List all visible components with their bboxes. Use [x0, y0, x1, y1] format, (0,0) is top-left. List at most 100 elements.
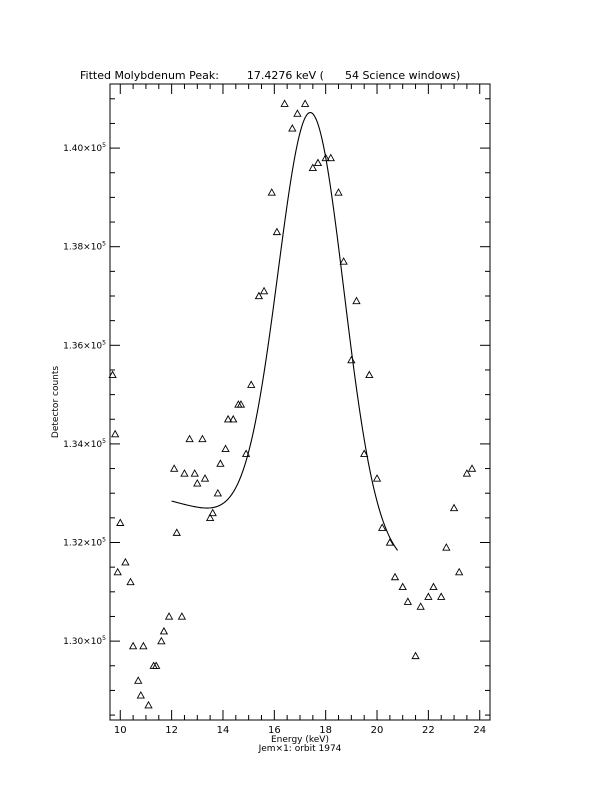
- plot-frame: [109, 83, 491, 721]
- data-point: [164, 612, 174, 620]
- data-point: [313, 158, 323, 167]
- data-point: [411, 651, 420, 660]
- data-point: [200, 474, 210, 482]
- data-point: [326, 153, 335, 162]
- data-point: [339, 257, 348, 265]
- data-point: [308, 163, 318, 171]
- y-tick-mantissa: 1.30×10: [63, 637, 102, 647]
- data-point: [293, 109, 302, 117]
- y-tick-label: 1.40×105: [63, 142, 106, 154]
- chart-title: Fitted Molybdenum Peak: 17.4276 keV ( 54…: [80, 69, 460, 82]
- y-tick-label: 1.36×105: [63, 339, 106, 351]
- data-point: [113, 567, 122, 576]
- y-tick-exponent: 5: [102, 438, 106, 445]
- data-point: [398, 582, 407, 591]
- data-point: [152, 661, 161, 669]
- data-point: [449, 503, 459, 512]
- data-point: [467, 464, 477, 472]
- y-tick-mantissa: 1.40×10: [63, 144, 102, 154]
- x-axis-label: Energy (keV): [271, 735, 329, 745]
- y-tick-mantissa: 1.36×10: [63, 341, 102, 351]
- data-point: [213, 488, 223, 497]
- data-point: [241, 449, 251, 457]
- data-point: [321, 153, 330, 162]
- x-tick-label: 22: [422, 725, 435, 736]
- data-point: [128, 641, 138, 650]
- data-point: [172, 528, 181, 536]
- data-point: [377, 523, 387, 531]
- data-point: [424, 592, 433, 600]
- data-point: [139, 641, 148, 650]
- data-point: [110, 429, 120, 438]
- data-point: [259, 286, 269, 295]
- data-point: [190, 469, 199, 477]
- data-point: [223, 414, 233, 423]
- data-point: [177, 612, 187, 620]
- y-tick-mantissa: 1.32×10: [63, 539, 102, 549]
- data-point: [385, 538, 395, 546]
- x-axis-sublabel: Jem×1: orbit 1974: [258, 744, 342, 754]
- data-point: [208, 508, 217, 517]
- y-axis-label: Detector counts: [51, 366, 61, 438]
- y-tick-exponent: 5: [102, 241, 106, 248]
- data-point: [221, 444, 230, 453]
- data-point: [280, 99, 289, 107]
- data-point: [136, 691, 145, 699]
- fit-curve: [171, 111, 399, 551]
- data-point: [247, 380, 256, 388]
- data-point: [267, 188, 276, 196]
- y-tick-exponent: 5: [102, 635, 106, 642]
- data-point: [365, 370, 374, 379]
- data-point: [442, 543, 451, 551]
- y-tick-exponent: 5: [102, 142, 106, 149]
- y-tick-label: 1.34×105: [63, 438, 106, 450]
- y-tick-mantissa: 1.38×10: [63, 243, 102, 253]
- y-tick-mantissa: 1.34×10: [63, 440, 102, 450]
- x-tick-label: 20: [371, 725, 384, 736]
- data-point: [437, 592, 446, 600]
- data-points: [108, 99, 477, 709]
- data-point: [108, 370, 117, 379]
- data-point: [272, 227, 282, 236]
- data-point: [116, 518, 125, 526]
- data-point: [254, 291, 264, 300]
- data-point: [403, 597, 413, 605]
- data-point: [416, 602, 425, 610]
- data-point: [390, 572, 400, 581]
- y-tick-labels: 1.30×1051.32×1051.34×1051.36×1051.38×105…: [63, 142, 106, 647]
- x-tick-label: 10: [114, 725, 127, 736]
- y-tick-exponent: 5: [102, 339, 106, 346]
- data-point: [180, 469, 189, 477]
- data-point: [334, 188, 343, 196]
- data-point: [185, 434, 194, 443]
- x-tick-label: 12: [165, 725, 178, 736]
- x-tick-label: 18: [319, 725, 332, 736]
- data-point: [144, 700, 153, 709]
- x-tick-labels: 10 12 14 16 18 20 22 24: [114, 725, 486, 736]
- y-tick-exponent: 5: [102, 537, 106, 544]
- y-tick-label: 1.38×105: [63, 241, 106, 253]
- data-point: [236, 400, 246, 408]
- data-point: [360, 449, 369, 457]
- y-tick-label: 1.30×105: [63, 635, 106, 647]
- axis-ticks: [110, 84, 490, 720]
- data-point: [352, 296, 361, 305]
- data-point: [170, 464, 179, 472]
- x-tick-label: 16: [268, 725, 281, 736]
- data-point: [300, 99, 310, 107]
- data-point: [121, 557, 130, 566]
- data-point: [205, 513, 215, 522]
- data-point: [455, 567, 464, 576]
- x-tick-label: 24: [473, 725, 486, 736]
- data-point: [347, 355, 356, 364]
- data-point: [134, 676, 143, 684]
- x-tick-label: 14: [217, 725, 230, 736]
- y-tick-label: 1.32×105: [63, 537, 106, 549]
- data-point: [157, 636, 166, 645]
- data-point: [126, 577, 135, 586]
- data-point: [288, 124, 297, 132]
- data-point: [462, 469, 472, 477]
- data-point: [372, 474, 382, 482]
- data-point: [193, 479, 202, 487]
